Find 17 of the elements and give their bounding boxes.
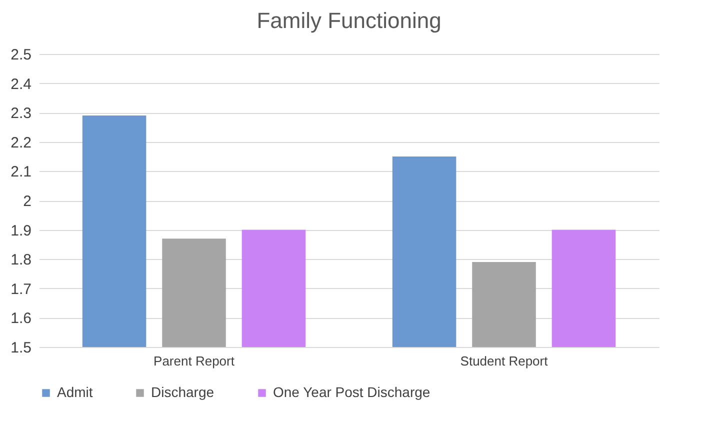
legend-label: Discharge <box>151 384 214 400</box>
x-tick-label: Parent Report <box>154 354 235 368</box>
y-tick-label: 1.5 <box>10 340 32 356</box>
chart-title: Family Functioning <box>256 8 442 33</box>
legend-label: Admit <box>57 384 93 400</box>
y-tick-label: 2 <box>23 193 32 210</box>
legend-label: One Year Post Discharge <box>273 384 430 400</box>
y-tick-label: 1.7 <box>10 280 32 298</box>
y-tick-label: 2.1 <box>10 164 32 181</box>
y-tick-label: 2.3 <box>10 105 32 122</box>
y-tick-label: 2.4 <box>10 76 32 93</box>
y-tick-label: 2.5 <box>10 46 32 64</box>
y-tick-label: 2.2 <box>10 134 32 152</box>
y-tick-label: 1.6 <box>10 310 32 328</box>
y-tick-label: 1.9 <box>10 222 32 240</box>
y-tick-label: 1.8 <box>10 252 32 269</box>
x-tick-label: Student Report <box>460 354 548 368</box>
